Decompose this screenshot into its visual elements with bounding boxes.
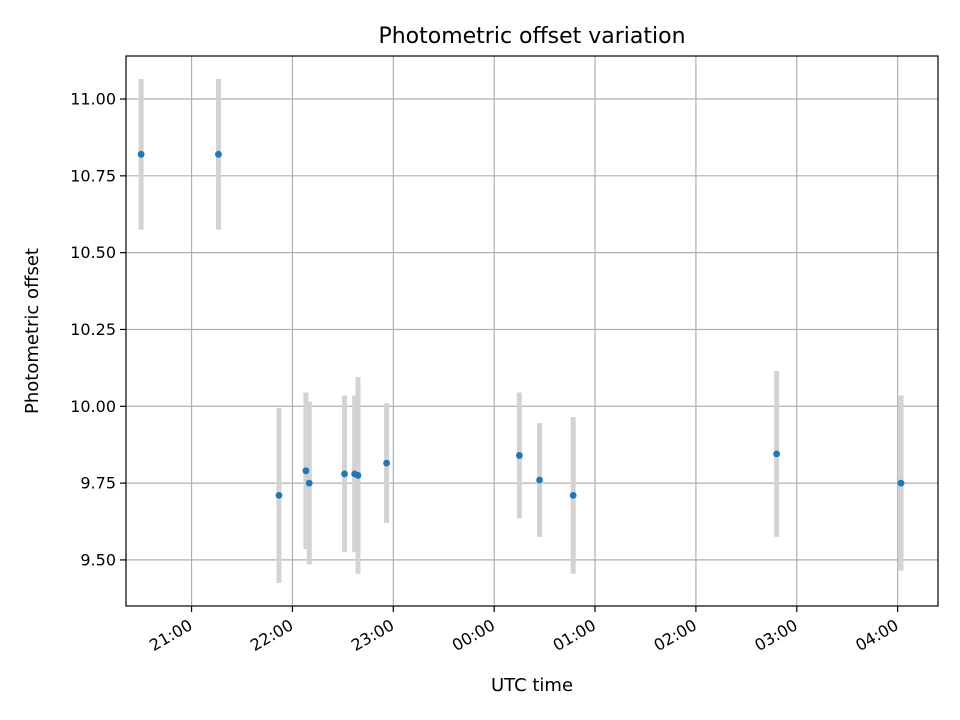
data-point	[515, 452, 523, 459]
data-point	[302, 467, 310, 475]
data-point	[215, 150, 222, 158]
y-tick-label: 10.00	[70, 397, 116, 416]
data-point	[341, 470, 348, 478]
data-point	[773, 450, 781, 458]
data-point	[354, 472, 362, 479]
y-tick-label: 9.75	[80, 474, 116, 493]
data-points	[137, 150, 905, 499]
x-axis-label: UTC time	[491, 675, 573, 696]
y-tick-label: 10.75	[70, 166, 116, 185]
y-tick-label: 10.25	[70, 320, 116, 339]
y-tick-label: 11.00	[70, 90, 116, 109]
data-point	[383, 459, 390, 467]
y-tick-label: 10.50	[70, 243, 116, 262]
data-point	[569, 491, 577, 499]
grid	[126, 56, 938, 606]
y-tick-label: 9.50	[80, 550, 116, 569]
y-axis-label: Photometric offset	[22, 248, 43, 414]
data-point	[536, 476, 543, 484]
data-point	[137, 150, 145, 158]
data-point	[897, 479, 905, 487]
data-point	[305, 479, 313, 487]
chart-title: Photometric offset variation	[378, 24, 685, 49]
data-point	[275, 491, 283, 499]
plot-area-frame	[125, 55, 939, 607]
